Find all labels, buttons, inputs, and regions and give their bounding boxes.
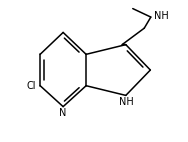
Text: Cl: Cl [26,81,36,91]
Text: NH: NH [154,11,168,21]
Text: NH: NH [119,97,134,107]
Text: N: N [59,108,67,118]
